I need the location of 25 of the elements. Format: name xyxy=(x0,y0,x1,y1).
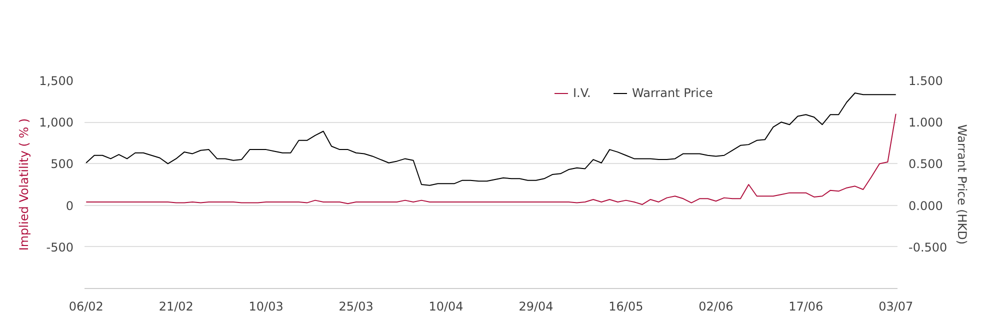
y2-tick-label: -0.500 xyxy=(908,240,948,254)
y2-tick-label: 0.000 xyxy=(908,198,943,213)
y-tick-label: -500 xyxy=(46,240,74,254)
legend-label: Warrant Price xyxy=(632,86,713,100)
x-tick-label: 29/04 xyxy=(518,300,554,314)
y-tick-label: 1,000 xyxy=(39,116,74,130)
y2-tick-label: 0.500 xyxy=(908,157,943,172)
y-tick-label: 1,500 xyxy=(39,74,74,88)
y-axis-title: Implied Volatility ( % ) xyxy=(17,118,32,251)
y2-tick-label: 1.500 xyxy=(908,74,943,88)
y2-axis-title: Warrant Price (HKD) xyxy=(955,124,970,245)
line-series xyxy=(86,113,896,205)
legend-label: I.V. xyxy=(573,86,592,100)
x-tick-label: 10/04 xyxy=(428,300,464,314)
x-tick-label: 03/07 xyxy=(878,300,914,314)
x-tick-label: 02/06 xyxy=(698,300,734,314)
x-tick-label: 06/02 xyxy=(68,300,104,314)
x-tick-label: 10/03 xyxy=(248,300,284,314)
x-tick-label: 17/06 xyxy=(788,300,824,314)
x-tick-label: 25/03 xyxy=(338,300,374,314)
y2-tick-label: 1.000 xyxy=(908,116,943,130)
y-tick-label: 0 xyxy=(66,198,74,213)
y-tick-label: 500 xyxy=(50,157,74,172)
x-tick-label: 16/05 xyxy=(608,300,644,314)
x-tick-label: 21/02 xyxy=(158,300,194,314)
